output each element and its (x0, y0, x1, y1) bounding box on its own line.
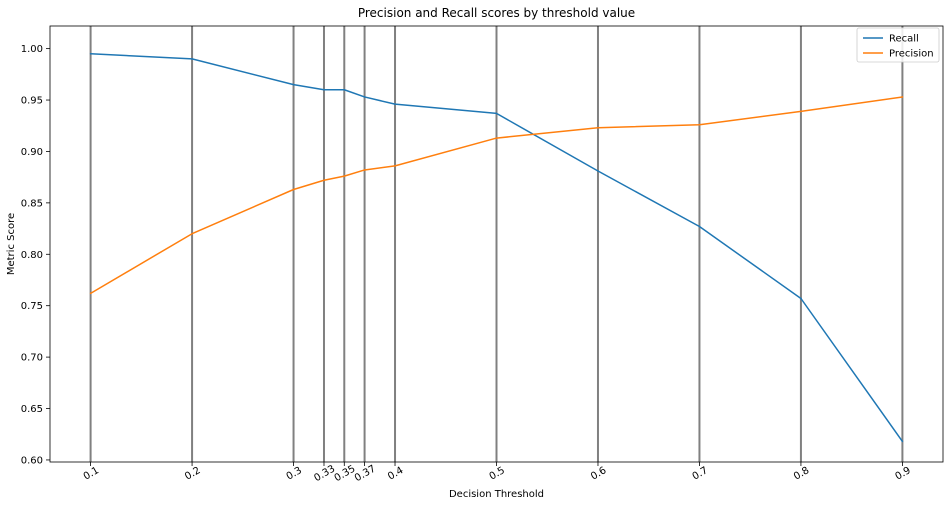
data-point-precision-7 (495, 137, 498, 139)
x-axis: 0.1 0.2 0.3 0.330.350.37 0.4 0.5 0.6 0.7 0.8 0.9 (82, 462, 913, 484)
data-point-precision-8 (597, 127, 599, 129)
legend-label-precision: Precision (889, 49, 934, 60)
x-tick-label-2: 0.3 (285, 465, 304, 482)
x-tick-label-1: 0.2 (183, 465, 202, 482)
x-tick-label-7: 0.5 (488, 465, 507, 482)
data-point-precision-2 (292, 188, 295, 191)
data-point-precision-5 (363, 169, 366, 171)
y-axis: 0.60 0.65 0.70 0.75 0.80 0.85 0.90 0.95 1.00 (21, 44, 50, 466)
y-tick-label-1: 0.65 (21, 404, 43, 415)
x-tick-label-10: 0.8 (792, 465, 811, 482)
data-point-recall-8 (597, 170, 599, 172)
legend-label-recall: Recall (889, 34, 919, 45)
data-point-recall-6 (394, 103, 396, 105)
y-tick-label-7: 0.95 (21, 96, 43, 107)
data-point-precision-6 (394, 165, 396, 167)
data-point-recall-2 (292, 83, 295, 86)
y-tick-label-8: 1.00 (21, 44, 43, 55)
data-point-precision-9 (698, 123, 701, 126)
y-tick-label-6: 0.90 (21, 147, 43, 158)
x-tick-label-11: 0.9 (894, 465, 913, 482)
chart-title: Precision and Recall scores by threshold… (358, 6, 635, 20)
data-point-recall-11 (901, 440, 904, 443)
series-line-precision (90, 96, 903, 295)
y-tick-label-5: 0.85 (21, 198, 43, 209)
legend: Recall Precision (856, 27, 940, 63)
data-point-recall-4 (343, 88, 346, 91)
data-point-recall-1 (191, 58, 193, 60)
x-tick-label-8: 0.6 (589, 465, 608, 482)
data-point-recall-7 (495, 112, 498, 115)
data-point-precision-3 (323, 179, 325, 182)
data-point-precision-11 (901, 96, 904, 98)
data-point-precision-4 (343, 175, 346, 177)
y-tick-label-0: 0.60 (21, 455, 43, 466)
y-tick-label-2: 0.70 (21, 353, 43, 364)
data-point-recall-0 (89, 52, 92, 55)
data-point-precision-0 (89, 292, 92, 295)
data-point-recall-10 (800, 297, 802, 300)
data-point-precision-10 (800, 110, 802, 113)
data-point-precision-1 (191, 232, 193, 235)
data-point-recall-3 (323, 88, 325, 91)
series-line-recall (90, 53, 904, 442)
y-tick-label-4: 0.80 (21, 250, 43, 261)
threshold-vertical-lines (89, 26, 904, 462)
x-axis-label: Decision Threshold (449, 489, 544, 500)
series-layer (89, 52, 904, 443)
x-tick-label-5: 0.37 (353, 464, 378, 485)
x-tick-label-9: 0.7 (691, 465, 710, 482)
y-tick-label-3: 0.75 (21, 301, 43, 312)
y-axis-label: Metric Score (6, 213, 17, 275)
x-tick-label-6: 0.4 (386, 465, 405, 482)
data-point-recall-9 (698, 225, 701, 228)
data-point-recall-5 (363, 96, 366, 98)
x-tick-label-0: 0.1 (82, 465, 101, 482)
